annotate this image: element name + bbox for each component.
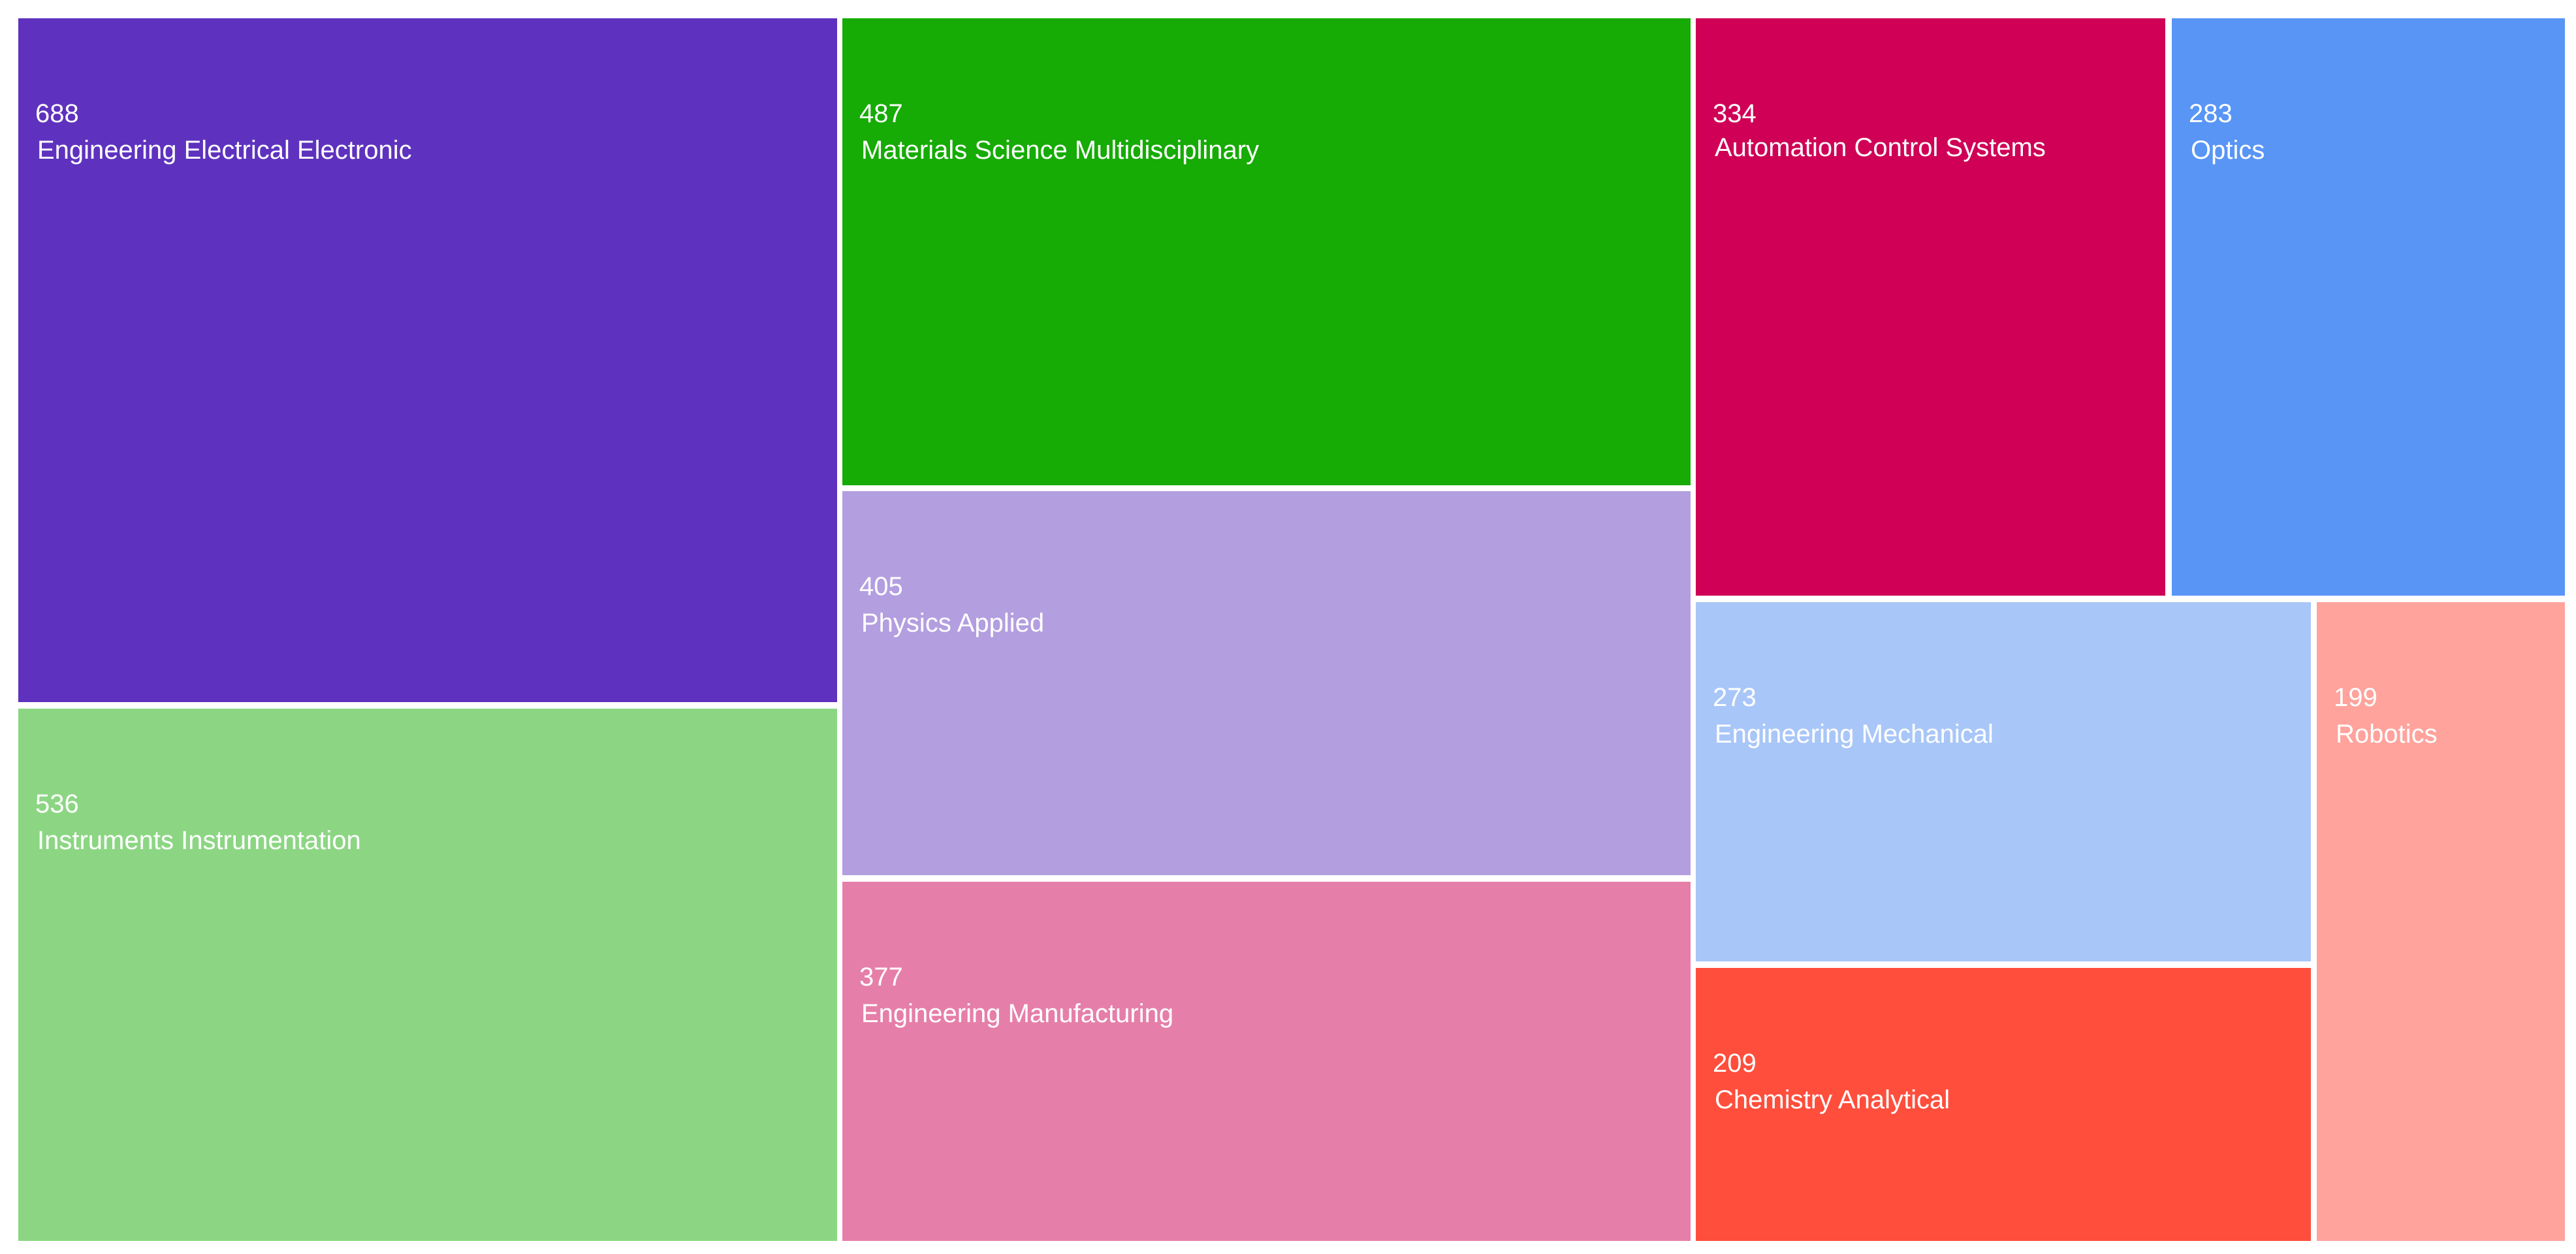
- tile-label: Robotics: [2336, 720, 2438, 748]
- tile-value: 199: [2334, 683, 2377, 712]
- treemap-tile-physics-applied: 405 Physics Applied: [842, 491, 1691, 875]
- tile-value: 536: [35, 790, 79, 818]
- treemap-tile-instruments-instrumentation: 536 Instruments Instrumentation: [18, 709, 837, 1241]
- tile-value: 377: [859, 963, 903, 991]
- tile-value: 405: [859, 572, 903, 601]
- treemap-tile-optics: 283 Optics: [2172, 18, 2565, 596]
- tile-value: 283: [2189, 99, 2233, 128]
- tile-label: Instruments Instrumentation: [37, 826, 361, 855]
- tile-label: Optics: [2191, 136, 2265, 165]
- treemap-tile-engineering-manufacturing: 377 Engineering Manufacturing: [842, 882, 1691, 1241]
- tile-label: Chemistry Analytical: [1715, 1085, 1950, 1114]
- treemap-tile-engineering-mechanical: 273 Engineering Mechanical: [1696, 602, 2311, 961]
- tile-label: Materials Science Multidisciplinary: [861, 136, 1260, 165]
- tile-value: 487: [859, 99, 903, 128]
- treemap-tile-engineering-electrical-electronic: 688 Engineering Electrical Electronic: [18, 18, 837, 702]
- tile-value: 209: [1713, 1049, 1757, 1078]
- treemap-tile-robotics: 199 Robotics: [2317, 602, 2565, 1241]
- tile-label: Automation Control Systems: [1715, 133, 2046, 162]
- tile-label: Engineering Mechanical: [1715, 720, 1994, 748]
- tile-value: 273: [1713, 683, 1757, 712]
- treemap-tile-chemistry-analytical: 209 Chemistry Analytical: [1696, 968, 2311, 1241]
- tile-label: Engineering Manufacturing: [861, 999, 1174, 1028]
- tile-value: 334: [1713, 99, 1757, 128]
- tile-label: Engineering Electrical Electronic: [37, 136, 412, 165]
- treemap-tile-materials-science-multidisciplinary: 487 Materials Science Multidisciplinary: [842, 18, 1691, 485]
- treemap-tile-automation-control-systems: 334 Automation Control Systems: [1696, 18, 2165, 596]
- tile-value: 688: [35, 99, 79, 128]
- tile-label: Physics Applied: [861, 609, 1045, 637]
